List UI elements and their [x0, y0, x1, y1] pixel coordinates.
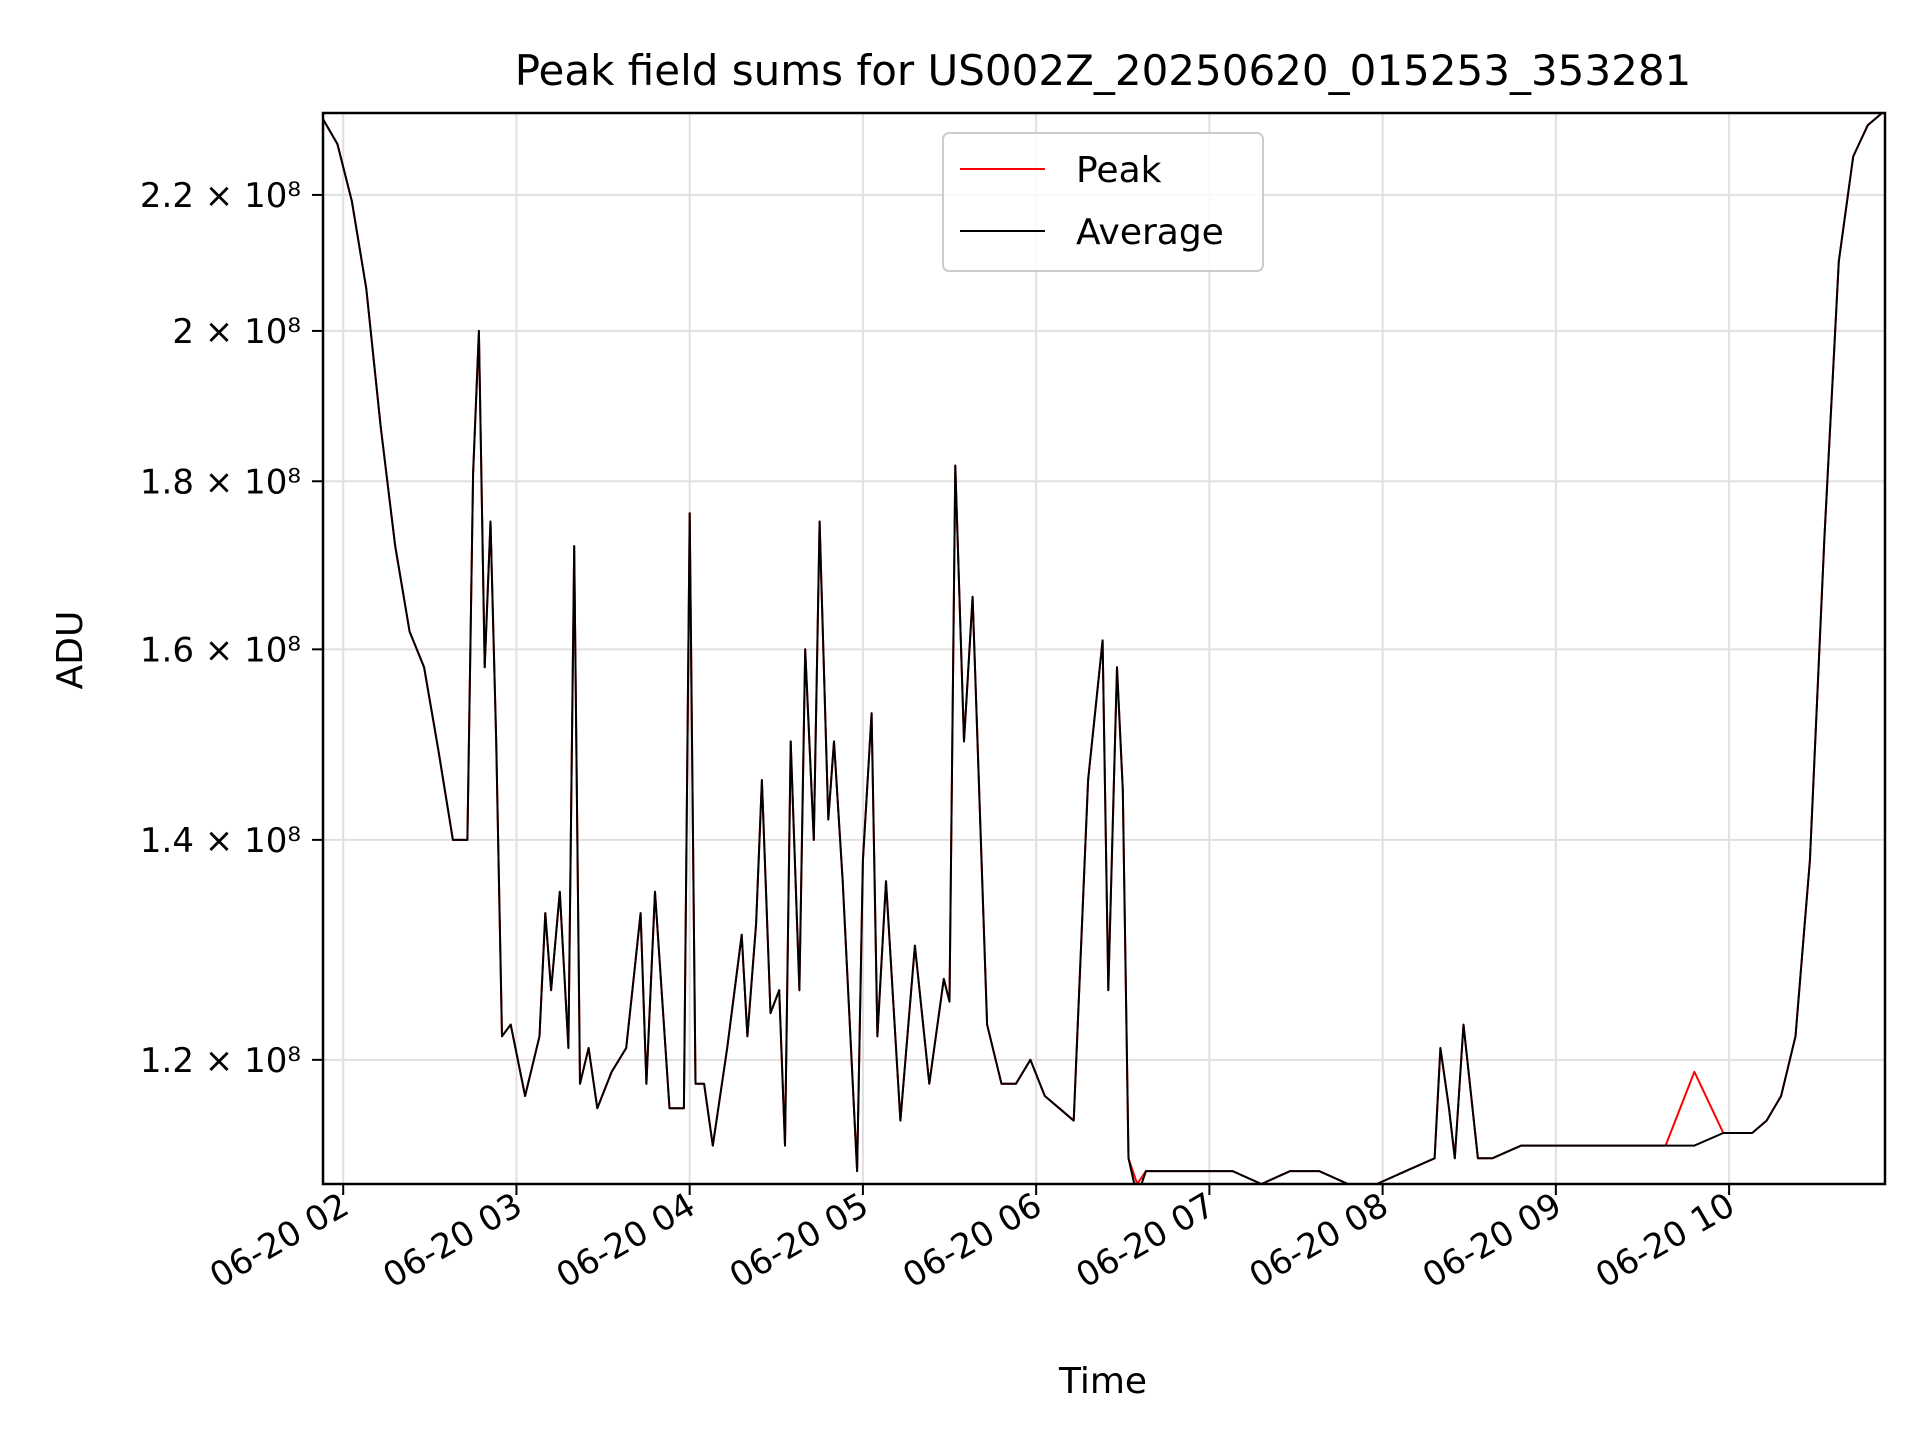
legend-label-peak: Peak	[1076, 150, 1162, 191]
y-axis-label: ADU	[50, 611, 91, 690]
legend-label-average: Average	[1076, 212, 1224, 253]
legend-box	[942, 132, 1264, 272]
y-tick-label: 2 × 10⁸	[172, 312, 301, 352]
x-axis-label: Time	[1058, 1361, 1147, 1402]
plot-area	[323, 113, 1883, 1184]
y-axis: 1.2 × 10⁸ 1.4 × 10⁸ 1.6 × 10⁸ 1.8 × 10⁸ 2 × …	[140, 176, 323, 1081]
chart-title: Peak field sums for US002Z_20250620_0152…	[515, 46, 1692, 95]
y-tick-label: 1.8 × 10⁸	[140, 462, 301, 502]
legend: Peak Average	[942, 132, 1264, 272]
y-tick-label: 1.2 × 10⁸	[140, 1041, 301, 1081]
y-tick-label: 1.6 × 10⁸	[140, 630, 301, 670]
y-tick-label: 2.2 × 10⁸	[140, 176, 301, 216]
y-tick-label: 1.4 × 10⁸	[140, 821, 301, 861]
series-line-average	[323, 113, 1883, 1184]
